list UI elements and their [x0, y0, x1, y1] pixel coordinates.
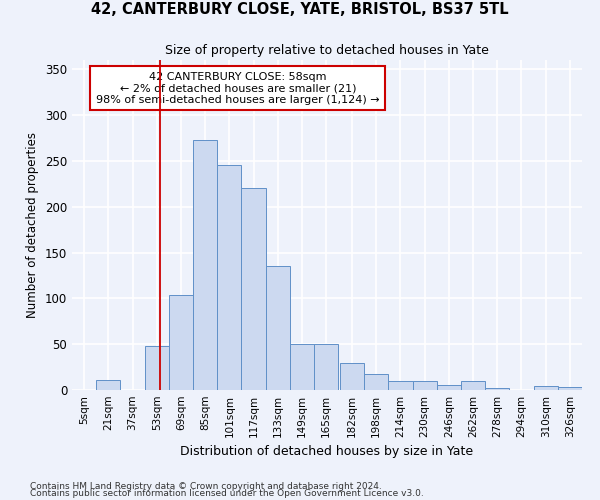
Bar — [314, 344, 338, 390]
Bar — [364, 374, 388, 390]
Bar — [485, 388, 509, 390]
Bar — [145, 346, 169, 390]
Bar — [558, 387, 582, 390]
Text: 42 CANTERBURY CLOSE: 58sqm
← 2% of detached houses are smaller (21)
98% of semi-: 42 CANTERBURY CLOSE: 58sqm ← 2% of detac… — [96, 72, 380, 105]
Y-axis label: Number of detached properties: Number of detached properties — [26, 132, 40, 318]
Title: Size of property relative to detached houses in Yate: Size of property relative to detached ho… — [165, 44, 489, 58]
Bar — [413, 381, 437, 390]
Text: 42, CANTERBURY CLOSE, YATE, BRISTOL, BS37 5TL: 42, CANTERBURY CLOSE, YATE, BRISTOL, BS3… — [91, 2, 509, 18]
Bar — [437, 386, 461, 390]
Bar — [193, 140, 217, 390]
Text: Contains public sector information licensed under the Open Government Licence v3: Contains public sector information licen… — [30, 489, 424, 498]
X-axis label: Distribution of detached houses by size in Yate: Distribution of detached houses by size … — [181, 446, 473, 458]
Text: Contains HM Land Registry data © Crown copyright and database right 2024.: Contains HM Land Registry data © Crown c… — [30, 482, 382, 491]
Bar — [266, 266, 290, 390]
Bar — [217, 166, 241, 390]
Bar — [461, 381, 485, 390]
Bar — [241, 188, 266, 390]
Bar — [388, 381, 413, 390]
Bar — [340, 362, 364, 390]
Bar — [533, 386, 558, 390]
Bar — [290, 344, 314, 390]
Bar — [169, 294, 193, 390]
Bar — [96, 380, 121, 390]
